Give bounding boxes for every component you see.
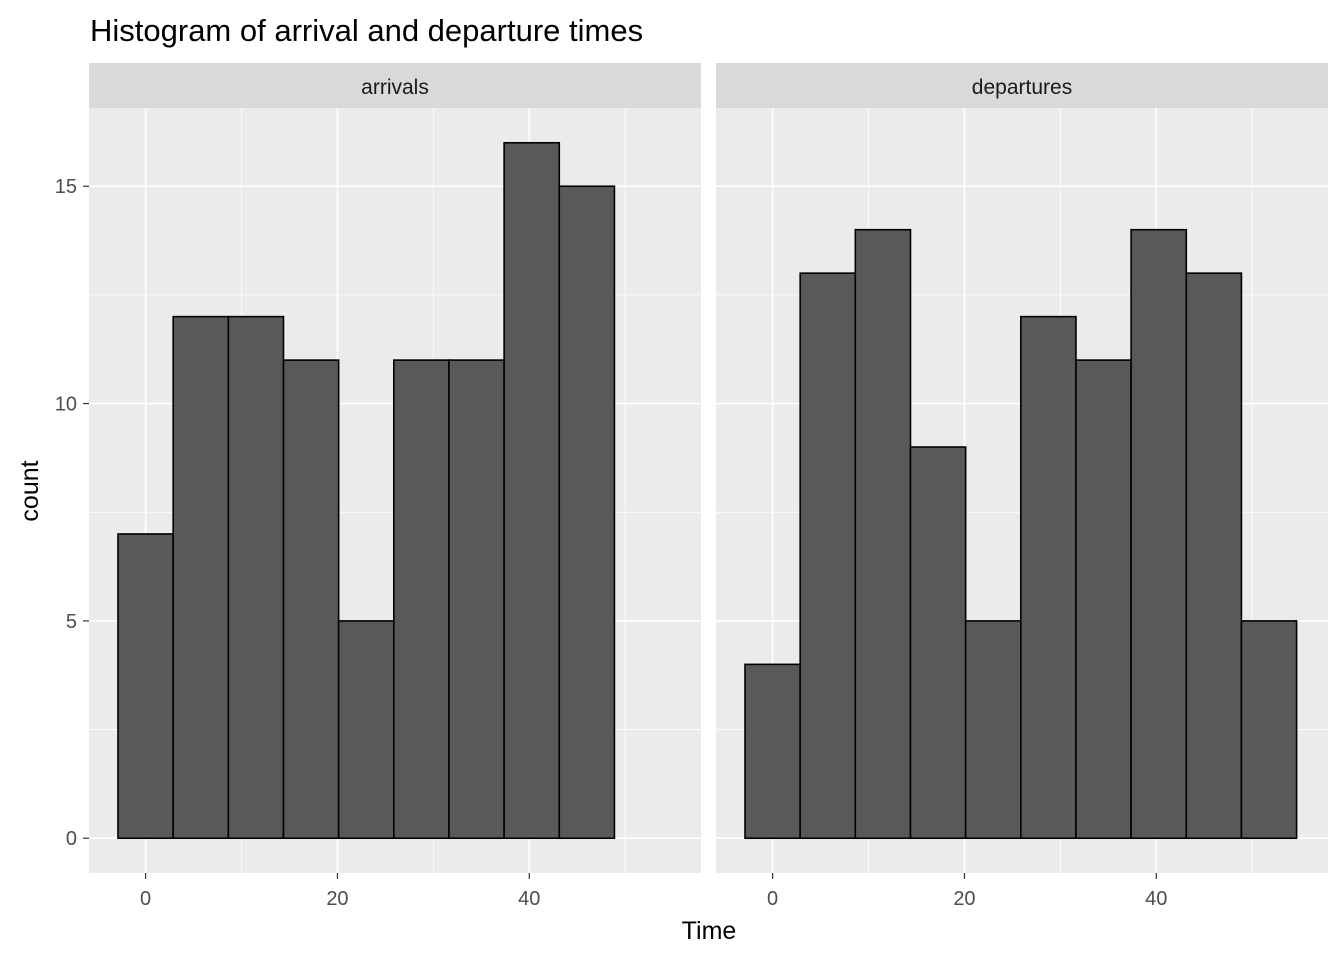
facet-strip <box>716 63 1328 108</box>
histogram-bar <box>337 620 395 840</box>
histogram-bar <box>448 359 505 840</box>
chart-title: Histogram of arrival and departure times <box>90 13 643 48</box>
facet-panels: arrivals 0 20 40 departures 0 20 40 <box>89 63 1328 910</box>
x-tick-label: 20 <box>953 888 975 910</box>
y-axis: 0 5 10 15 <box>55 176 89 850</box>
histogram-bar <box>854 228 912 840</box>
facet-strip <box>89 63 701 108</box>
y-axis-title: count <box>16 460 44 521</box>
x-tick-label: 40 <box>1145 888 1167 910</box>
x-tick-label: 20 <box>326 888 348 910</box>
facet-panel-arrivals: arrivals 0 20 40 <box>89 63 701 910</box>
y-tick-label: 5 <box>66 611 77 633</box>
histogram-bar <box>393 359 450 840</box>
histogram-bar <box>1240 620 1298 840</box>
facet-strip-label: arrivals <box>361 76 429 99</box>
facet-panel-departures: departures 0 20 40 <box>716 63 1328 910</box>
histogram-bar <box>172 315 230 840</box>
facet-strip-label: departures <box>972 76 1072 99</box>
histogram-bar <box>1020 315 1077 840</box>
histogram-bar <box>282 359 340 840</box>
y-tick-label: 10 <box>55 394 77 416</box>
x-axis-title: Time <box>682 917 737 945</box>
x-tick-label: 0 <box>140 888 151 910</box>
histogram-bar <box>964 620 1022 840</box>
histogram-bar <box>909 446 967 840</box>
y-tick-label: 0 <box>66 828 77 850</box>
histogram-bar <box>744 663 801 840</box>
histogram-bar <box>799 272 857 840</box>
histogram-bar <box>558 185 616 840</box>
y-tick-label: 15 <box>55 176 77 198</box>
histogram-bar <box>1130 228 1188 840</box>
histogram-bar <box>227 315 285 840</box>
x-tick-label: 40 <box>518 888 540 910</box>
histogram-bar <box>503 141 561 840</box>
histogram-bar <box>117 533 174 840</box>
histogram-bar <box>1185 272 1243 840</box>
histogram-bar <box>1075 359 1132 840</box>
x-tick-label: 0 <box>767 888 778 910</box>
